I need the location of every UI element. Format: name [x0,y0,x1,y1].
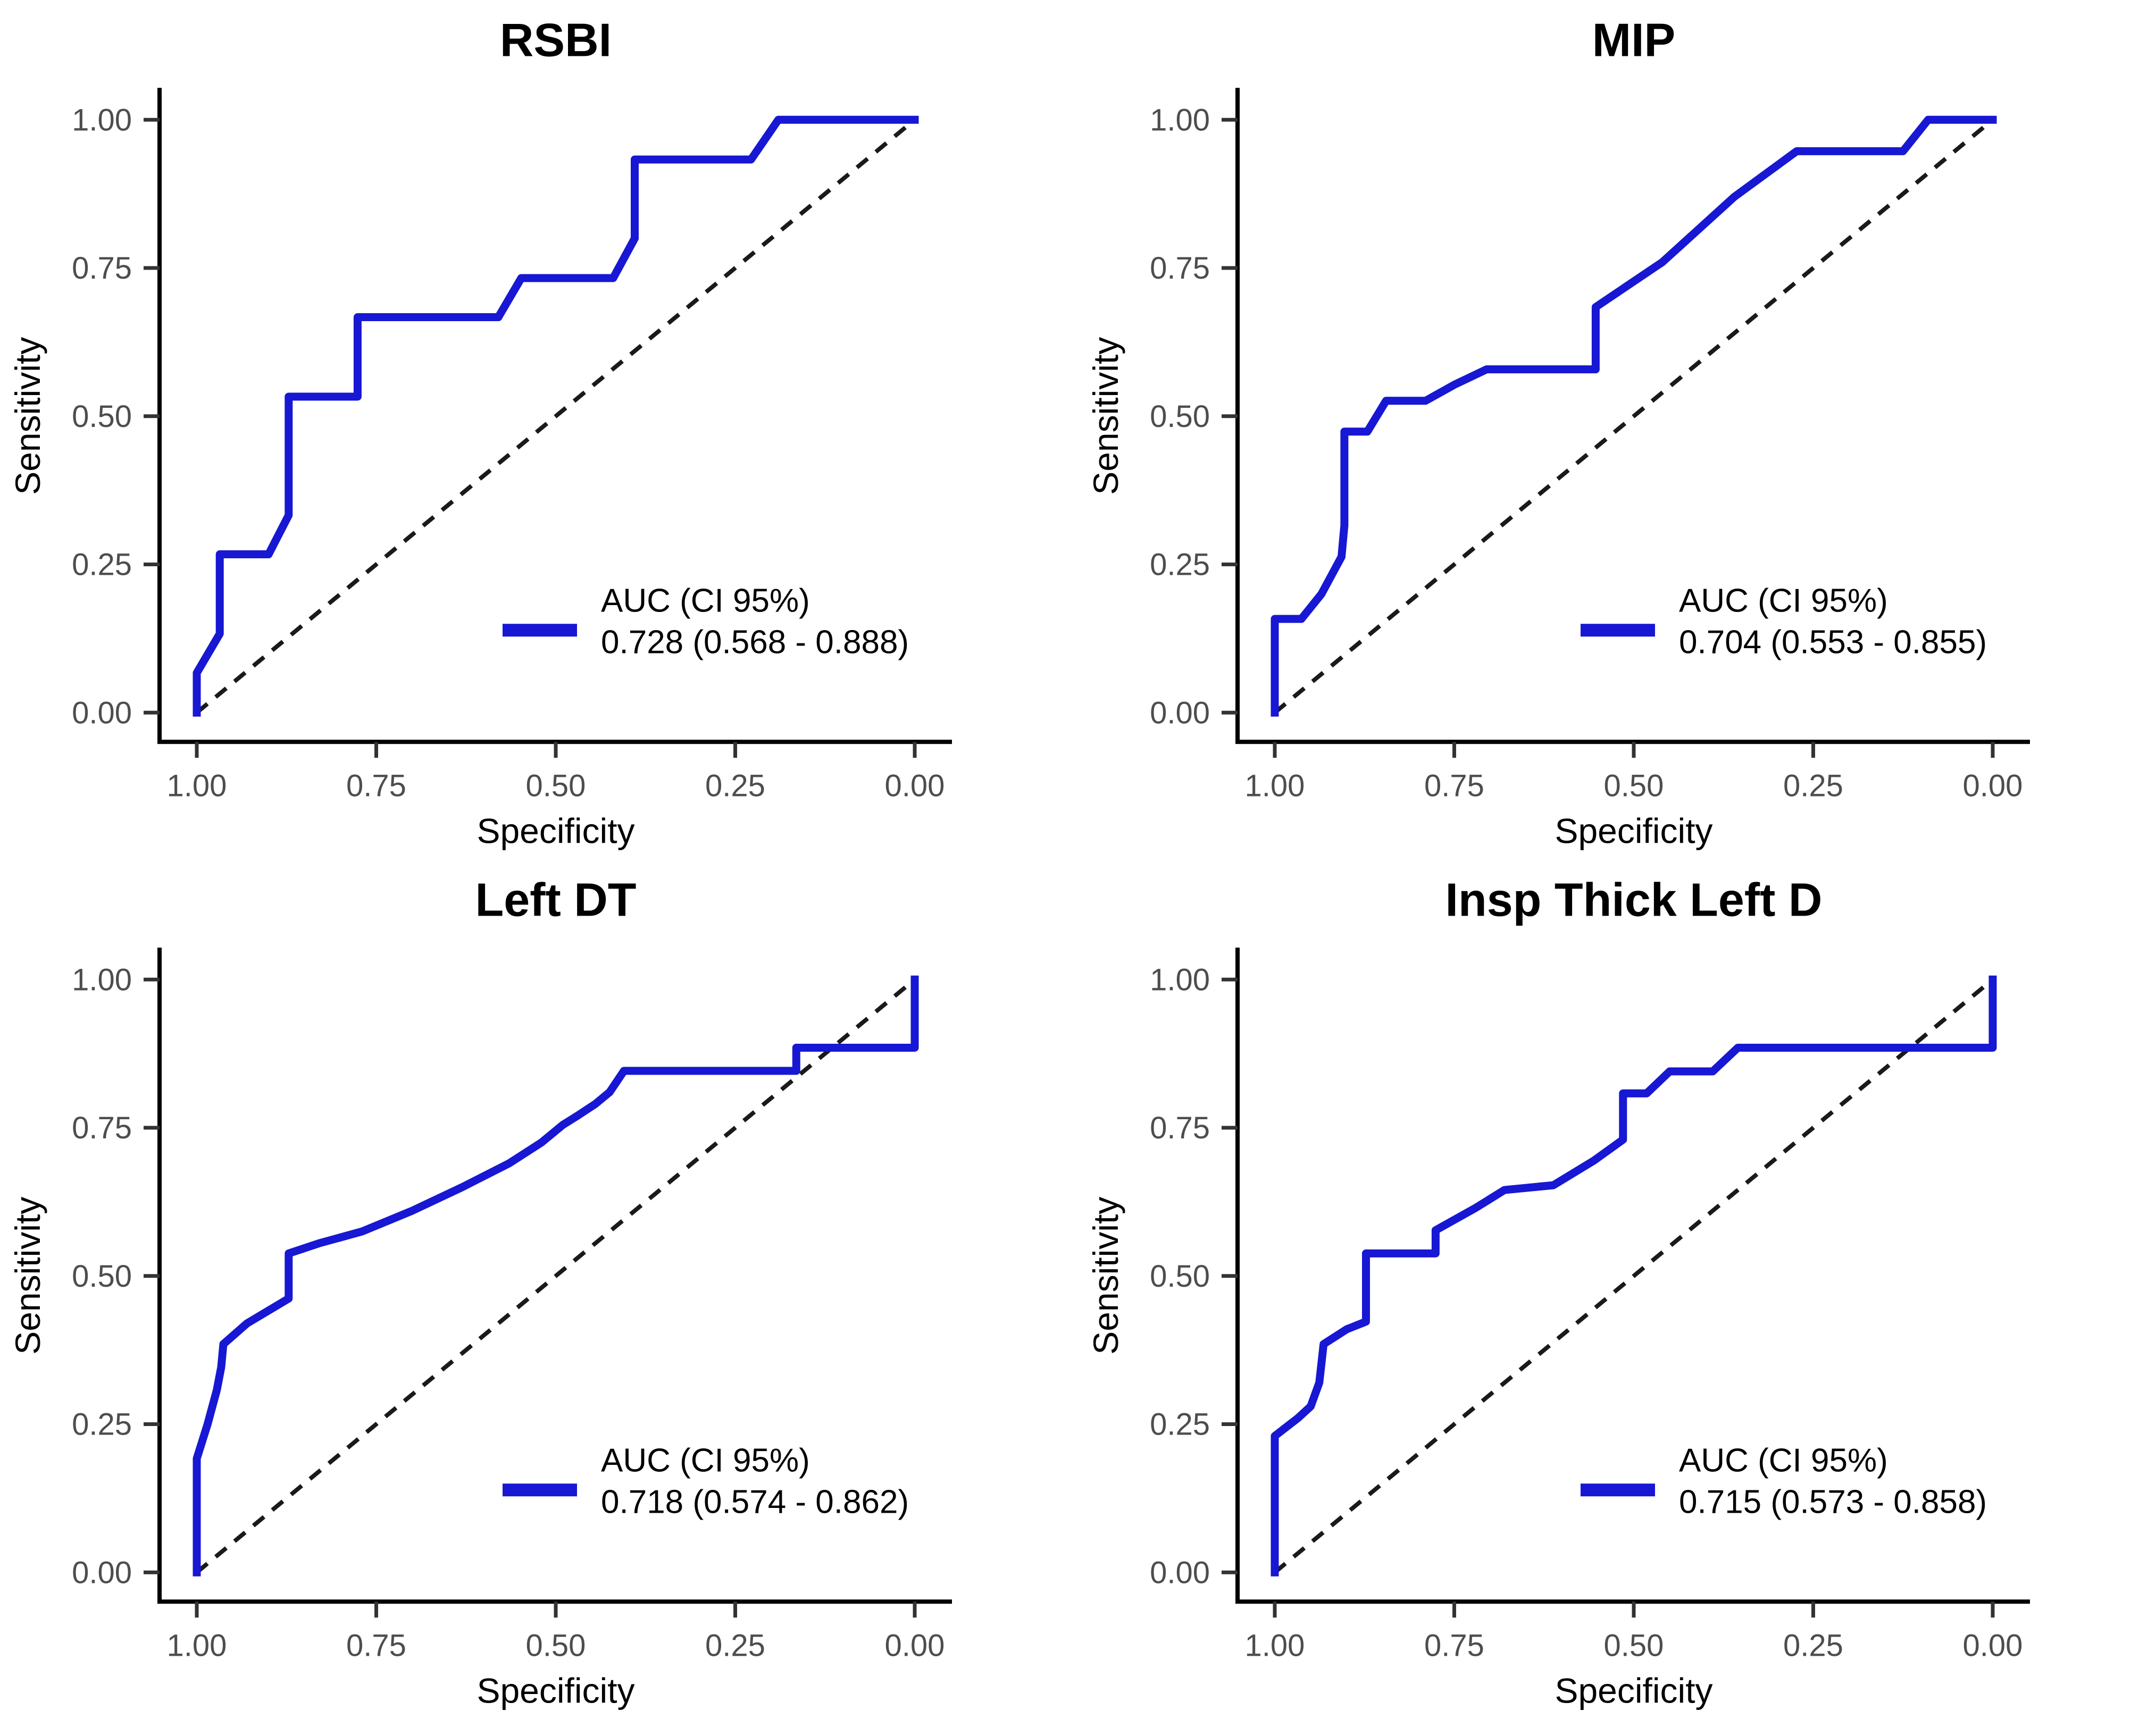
y-tick-label: 0.00 [1150,1555,1210,1590]
legend-title: AUC (CI 95%) [1679,1442,1888,1479]
roc-chart-rsbi: RSBI 1.00 0.75 0.50 0.25 0.00 0.00 0.25 0.50 0.7… [8,13,952,850]
y-tick-label: 0.75 [72,1111,132,1145]
x-tick-label: 1.00 [167,768,227,803]
legend-auc-value: 0.728 (0.568 - 0.888) [601,624,909,660]
y-tick-label: 0.75 [1150,1111,1210,1145]
roc-curve [1271,115,1997,717]
y-tick-label: 0.00 [72,1555,132,1590]
reference-diagonal [1273,118,1994,715]
axis-lines [1235,88,2030,744]
x-tick-label: 0.25 [705,768,765,803]
y-tick-label: 1.00 [72,962,132,997]
legend-title: AUC (CI 95%) [1679,582,1888,619]
x-tick-label: 0.75 [1424,768,1484,803]
y-tick-label: 0.00 [1150,695,1210,730]
x-tick-label: 1.00 [1245,768,1305,803]
x-tick-label: 0.50 [1604,1628,1664,1663]
x-axis-title: Specificity [1555,1671,1712,1710]
axis-lines [1235,947,2030,1604]
y-tick-label: 0.25 [1150,1407,1210,1441]
roc-panel-insp-thick-left-d: Insp Thick Left D 1.00 0.75 0.50 0.25 0.00 0.… [1078,860,2156,1719]
y-tick-label: 1.00 [1150,103,1210,137]
roc-panel-mip: MIP 1.00 0.75 0.50 0.25 0.00 0.00 0.25 0.50 0.75… [1078,0,2156,860]
plot-area: 1.00 0.75 0.50 0.25 0.00 0.00 0.25 0.50 0.75 1.00 [1150,88,2030,803]
x-tick-label: 0.50 [1604,768,1664,803]
x-tick-label: 0.75 [346,1628,406,1663]
roc-panel-rsbi: RSBI 1.00 0.75 0.50 0.25 0.00 0.00 0.25 0.50 0.7… [0,0,1078,860]
legend-title: AUC (CI 95%) [601,582,810,619]
y-tick-label: 0.25 [1150,548,1210,582]
legend-auc-value: 0.704 (0.553 - 0.855) [1679,624,1987,660]
panel-title: MIP [1592,13,1675,66]
panel-title: RSBI [500,13,612,66]
x-tick-label: 0.50 [526,768,586,803]
reference-diagonal [195,118,916,715]
x-tick-label: 0.25 [1783,768,1843,803]
x-axis-title: Specificity [477,1671,634,1710]
y-tick-label: 0.00 [72,695,132,730]
roc-curve [193,115,919,717]
roc-chart-left-dt: Left DT 1.00 0.75 0.50 0.25 0.00 0.00 0.25 0.50… [8,873,952,1710]
panel-title: Insp Thick Left D [1445,873,1823,926]
x-tick-label: 0.00 [885,768,945,803]
x-tick-label: 0.75 [1424,1628,1484,1663]
y-axis-title: Sensitivity [8,337,47,495]
legend-auc-value: 0.718 (0.574 - 0.862) [601,1483,909,1520]
roc-chart-mip: MIP 1.00 0.75 0.50 0.25 0.00 0.00 0.25 0.50 0.75… [1086,13,2030,850]
x-tick-label: 0.00 [1963,1628,2023,1663]
y-tick-label: 0.50 [72,1259,132,1293]
y-axis-title: Sensitivity [1086,337,1125,495]
roc-panel-left-dt: Left DT 1.00 0.75 0.50 0.25 0.00 0.00 0.25 0.50… [0,860,1078,1719]
x-tick-label: 0.00 [1963,768,2023,803]
x-tick-label: 1.00 [167,1628,227,1663]
x-axis-title: Specificity [477,811,634,850]
axis-lines [157,88,952,744]
y-tick-label: 0.75 [1150,251,1210,286]
y-tick-label: 1.00 [1150,962,1210,997]
y-tick-label: 0.50 [1150,399,1210,434]
plot-area: 1.00 0.75 0.50 0.25 0.00 0.00 0.25 0.50 0.75 1.00 [1150,947,2030,1663]
reference-diagonal [195,977,916,1574]
plot-area: 1.00 0.75 0.50 0.25 0.00 0.00 0.25 0.50 0.75 1.00 [72,88,952,803]
legend-title: AUC (CI 95%) [601,1442,810,1479]
roc-chart-insp-thick-left-d: Insp Thick Left D 1.00 0.75 0.50 0.25 0.00 0.… [1086,873,2030,1710]
x-axis-title: Specificity [1555,811,1712,850]
x-tick-label: 0.25 [1783,1628,1843,1663]
x-tick-label: 1.00 [1245,1628,1305,1663]
reference-diagonal [1273,977,1994,1574]
x-tick-label: 0.50 [526,1628,586,1663]
x-tick-label: 0.75 [346,768,406,803]
y-tick-label: 1.00 [72,103,132,137]
y-tick-label: 0.50 [72,399,132,434]
legend-auc-value: 0.715 (0.573 - 0.858) [1679,1483,1987,1520]
y-tick-label: 0.75 [72,251,132,286]
x-tick-label: 0.00 [885,1628,945,1663]
panel-title: Left DT [475,873,636,926]
plot-area: 1.00 0.75 0.50 0.25 0.00 0.00 0.25 0.50 0.75 1.00 [72,947,952,1663]
y-tick-label: 0.25 [72,548,132,582]
y-axis-title: Sensitivity [1086,1196,1125,1354]
roc-curve [1271,975,1997,1577]
axis-lines [157,947,952,1604]
y-axis-title: Sensitivity [8,1196,47,1354]
x-tick-label: 0.25 [705,1628,765,1663]
y-tick-label: 0.50 [1150,1259,1210,1293]
y-tick-label: 0.25 [72,1407,132,1441]
roc-curve [193,975,919,1577]
